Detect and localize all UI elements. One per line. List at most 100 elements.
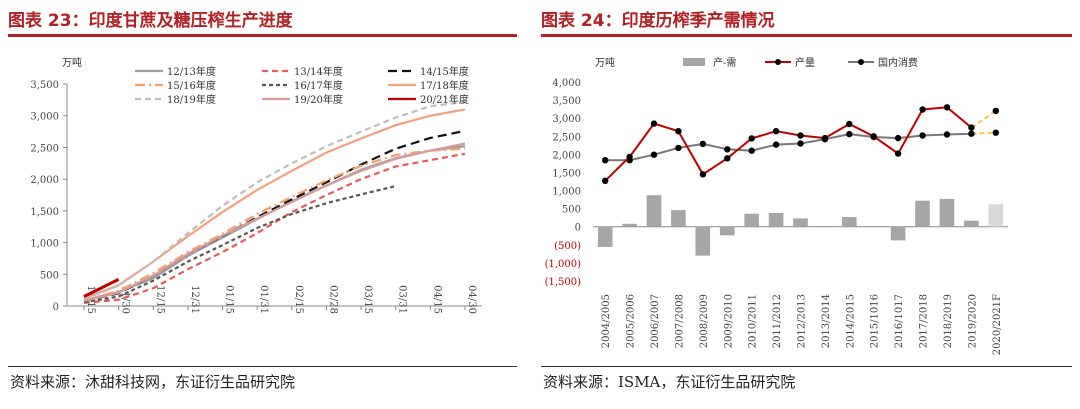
series-line — [83, 278, 120, 298]
data-point — [772, 141, 780, 148]
data-point — [992, 107, 999, 115]
series-line — [83, 147, 466, 302]
y-tick-label: 3,000 — [552, 114, 581, 125]
x-tick-label: 01/31 — [258, 285, 269, 314]
x-tick-label: 04/30 — [466, 285, 477, 314]
data-point — [602, 177, 609, 184]
y-tick-label: 3,000 — [30, 112, 59, 123]
y-axis-unit: 万吨 — [62, 56, 82, 69]
bar — [964, 220, 979, 227]
y-tick-label: (1,500) — [545, 277, 582, 288]
y-tick-label: 1,000 — [552, 187, 581, 198]
data-point — [797, 132, 804, 139]
legend-swatch — [683, 58, 705, 66]
x-tick-label: 2011/2012 — [772, 294, 783, 348]
x-tick-label: 03/15 — [362, 285, 373, 314]
right-chart-panel: 图表 24：印度历榨季产需情况 万吨 (1,500) (1,000) (500) 0 50… — [533, 0, 1080, 409]
series-line — [83, 100, 466, 301]
supply-demand-chart: 万吨 (1,500) (1,000) (500) 0 500 1,000 1,500 2,000… — [545, 56, 1008, 355]
bar — [597, 226, 613, 247]
y-tick-label: 1,500 — [30, 207, 59, 218]
legend-label: 国内消费 — [878, 56, 918, 69]
data-point — [943, 104, 951, 111]
x-tick-label: 2014/2015 — [845, 294, 856, 348]
x-tick-label: 2016/1017 — [894, 294, 905, 348]
y-tick-label: (1,000) — [545, 259, 582, 270]
data-point — [602, 157, 609, 164]
y-tick-label: 3,500 — [552, 96, 581, 107]
source-note: 资料来源：沐甜科技网，东证衍生品研究院 — [10, 373, 296, 391]
bar — [793, 218, 808, 227]
data-point — [992, 129, 999, 136]
bar — [622, 223, 637, 227]
bar — [719, 226, 735, 236]
data-point — [650, 151, 658, 158]
y-tick-label: 0 — [53, 302, 59, 313]
series-line — [604, 106, 973, 182]
data-point — [846, 130, 853, 138]
data-point — [870, 133, 877, 140]
bar — [890, 226, 906, 241]
x-tick-label: 2009/2010 — [723, 294, 734, 348]
y-tick-label: 0 — [575, 223, 581, 234]
series-line — [83, 185, 396, 304]
data-point — [919, 106, 926, 113]
data-point — [699, 140, 707, 148]
chart-title: 图表 23：印度甘蔗及糖压榨生产进度 — [8, 11, 293, 31]
legend-label: 18/19年度 — [167, 93, 216, 106]
data-point — [968, 130, 975, 137]
x-tick-label: 12/15 — [154, 285, 165, 314]
x-tick-label: 2006/2007 — [650, 294, 661, 348]
data-point — [724, 146, 731, 153]
series-line — [605, 132, 972, 162]
x-tick-label: 03/31 — [397, 285, 408, 314]
legend-label: 15/16年度 — [167, 79, 216, 92]
x-tick-label: 2005/2006 — [626, 294, 637, 348]
legend-marker — [775, 59, 781, 65]
x-tick-label: 04/15 — [431, 285, 442, 314]
x-tick-label: 2007/2008 — [674, 294, 685, 348]
chart-title: 图表 24：印度历榨季产需情况 — [541, 11, 775, 31]
legend-label: 产量 — [795, 56, 815, 69]
data-point — [748, 135, 755, 142]
title-rule — [541, 34, 1072, 37]
legend-label: 17/18年度 — [420, 79, 469, 92]
bar — [988, 204, 1004, 227]
legend-marker — [858, 59, 864, 65]
data-point — [821, 134, 829, 142]
crush-progress-chart: 万吨05001,0001,5002,0002,5003,0003,50011/1… — [30, 56, 482, 314]
x-tick-label: 12/31 — [189, 285, 200, 314]
x-tick-label: 2018/2019 — [943, 294, 954, 348]
bar — [744, 213, 759, 227]
legend-label: 13/14年度 — [294, 65, 343, 78]
y-tick-label: 1,000 — [30, 239, 59, 250]
data-point — [943, 131, 951, 138]
y-tick-label: 1,500 — [552, 168, 581, 179]
x-tick-label: 2017/2018 — [919, 294, 930, 348]
y-tick-label: 2,500 — [30, 143, 59, 154]
y-tick-label: 2,000 — [552, 150, 581, 161]
data-point — [846, 120, 853, 128]
left-chart-panel: 图表 23：印度甘蔗及糖压榨生产进度 万吨 0 500 1,000 1,500 2,000… — [0, 0, 525, 409]
series-line — [83, 152, 466, 304]
bar — [768, 213, 784, 227]
x-tick-label: 11/30 — [120, 285, 131, 314]
x-tick-label: 2008/2009 — [699, 294, 710, 348]
forecast-segment — [970, 110, 997, 129]
bar — [671, 210, 686, 227]
x-tick-label: 02/28 — [327, 285, 338, 314]
footer-rule — [541, 366, 1072, 367]
footer-rule — [8, 366, 517, 367]
x-tick-label: 2010/2011 — [748, 294, 759, 348]
data-point — [675, 144, 682, 152]
x-tick-label: 2013/2014 — [821, 294, 832, 348]
data-point — [772, 128, 780, 135]
series-line — [83, 145, 466, 302]
y-tick-label: (500) — [554, 241, 581, 252]
y-tick-label: 2,500 — [552, 132, 581, 143]
y-tick-label: 3,500 — [30, 80, 59, 91]
data-point — [894, 134, 902, 142]
source-note: 资料来源：ISMA，东证衍生品研究院 — [543, 373, 796, 391]
data-point — [699, 171, 707, 178]
bar — [842, 217, 857, 227]
